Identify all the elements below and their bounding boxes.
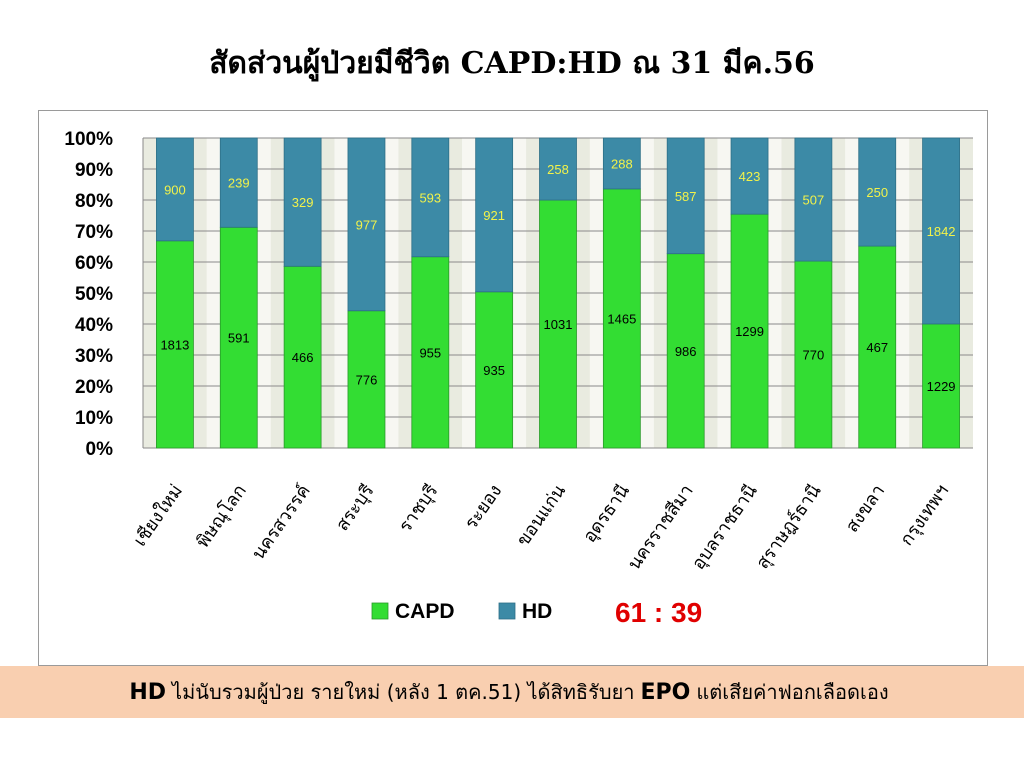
bar-capd <box>602 188 641 449</box>
x-tick-label: ระยอง <box>461 481 507 534</box>
data-label-hd: 900 <box>164 182 186 197</box>
x-tick-label: นครราชสีมา <box>624 481 698 574</box>
x-tick-label: ราชบุรี <box>395 481 443 537</box>
bar-hd <box>347 137 386 312</box>
bar-hd <box>666 137 705 255</box>
data-label-capd: 467 <box>866 340 888 355</box>
bar-hd <box>730 137 769 215</box>
y-tick-label: 40% <box>75 315 113 336</box>
y-tick-label: 10% <box>75 408 113 429</box>
y-tick-label: 0% <box>86 439 114 460</box>
bar-capd <box>411 256 450 449</box>
data-label-capd: 776 <box>356 372 378 387</box>
data-label-hd: 593 <box>419 190 441 205</box>
data-label-hd: 288 <box>611 156 633 171</box>
footnote-bar: HD ไม่นับรวมผู้ป่วย รายใหม่ (หลัง 1 ตค.5… <box>0 666 1024 718</box>
data-label-hd: 507 <box>803 193 825 208</box>
data-label-capd: 1031 <box>544 317 573 332</box>
data-label-capd: 986 <box>675 344 697 359</box>
data-label-capd: 770 <box>803 348 825 363</box>
data-label-hd: 239 <box>228 176 250 191</box>
bar-capd <box>539 199 577 449</box>
page-title: สัดส่วนผู้ป่วยมีชีวิต CAPD:HD ณ 31 มีค.5… <box>209 46 815 81</box>
footnote-text-1: ไม่นับรวมผู้ป่วย รายใหม่ (หลัง 1 ตค.51) … <box>172 680 635 704</box>
data-label-hd: 258 <box>547 162 569 177</box>
data-label-capd: 1299 <box>735 324 764 339</box>
bar-capd <box>858 245 897 449</box>
x-tick-label: ขอนแก่น <box>513 481 570 551</box>
bar-hd <box>602 137 641 190</box>
bar-hd <box>858 137 897 247</box>
data-label-capd: 591 <box>228 331 250 346</box>
bar-hd <box>411 137 450 258</box>
y-tick-label: 60% <box>75 253 113 274</box>
chart-frame: 0% 10% 20% 30% 40% 50% 60% 70% 80% 90% 100% 1813 900… <box>38 110 988 666</box>
data-label-capd: 1465 <box>607 311 636 326</box>
bar-hd <box>219 137 258 228</box>
data-label-capd: 466 <box>292 350 314 365</box>
bar-capd <box>283 265 322 449</box>
legend-swatch-capd <box>371 602 389 620</box>
y-tick-label: 30% <box>75 346 113 367</box>
footnote-text-2: แต่เสียค่าฟอกเลือดเอง <box>696 680 889 704</box>
footnote-hd: HD <box>129 679 167 705</box>
bar-hd <box>283 137 322 267</box>
data-label-capd: 935 <box>483 363 505 378</box>
data-label-hd: 587 <box>675 189 697 204</box>
legend-label-hd: HD <box>522 600 552 623</box>
data-label-capd: 1813 <box>160 337 189 352</box>
bar-capd <box>219 226 258 449</box>
y-tick-label: 90% <box>75 160 113 181</box>
bar-hd <box>539 137 577 201</box>
data-label-hd: 977 <box>356 217 378 232</box>
x-tick-label: อุบลราชธานี <box>688 481 762 574</box>
data-label-hd: 921 <box>483 208 505 223</box>
data-label-hd: 423 <box>739 169 761 184</box>
footnote-epo: EPO <box>640 679 691 705</box>
legend-label-capd: CAPD <box>395 600 455 623</box>
x-tick-label: นครสวรรค์ <box>248 481 315 564</box>
data-label-hd: 250 <box>866 185 888 200</box>
bar-hd <box>922 137 960 325</box>
data-label-capd: 955 <box>419 345 441 360</box>
bar-capd <box>156 240 194 449</box>
bar-capd <box>475 291 514 449</box>
bar-capd <box>666 253 705 449</box>
y-tick-label: 100% <box>64 129 113 150</box>
x-tick-label: กรุงเทพฯ <box>896 481 953 550</box>
bar-hd <box>156 137 194 242</box>
data-label-capd: 1229 <box>927 379 956 394</box>
y-tick-label: 20% <box>75 377 113 398</box>
y-tick-label: 50% <box>75 284 113 305</box>
data-label-hd: 329 <box>292 195 314 210</box>
stacked-bar-chart: 0% 10% 20% 30% 40% 50% 60% 70% 80% 90% 100% 1813 900… <box>64 129 973 628</box>
x-tick-label: อุดรธานี <box>579 481 634 547</box>
y-tick-label: 80% <box>75 191 113 212</box>
bar-hd <box>475 137 514 293</box>
bar-capd <box>730 213 769 449</box>
x-tick-label: เชียงใหม่ <box>129 480 187 550</box>
data-label-hd: 1842 <box>927 224 956 239</box>
bar-hd <box>794 137 833 262</box>
legend-swatch-hd <box>498 602 516 620</box>
x-tick-label: พิษณุโลก <box>192 480 251 552</box>
y-tick-label: 70% <box>75 222 113 243</box>
ratio-annotation: 61 : 39 <box>615 597 702 628</box>
bar-capd <box>922 323 960 449</box>
x-tick-label: สระบุรี <box>332 481 379 535</box>
x-tick-label: สงขลา <box>842 481 890 537</box>
bar-capd <box>794 260 833 449</box>
x-tick-label: สุราษฎร์ธานี <box>752 481 825 573</box>
bar-capd <box>347 310 386 449</box>
